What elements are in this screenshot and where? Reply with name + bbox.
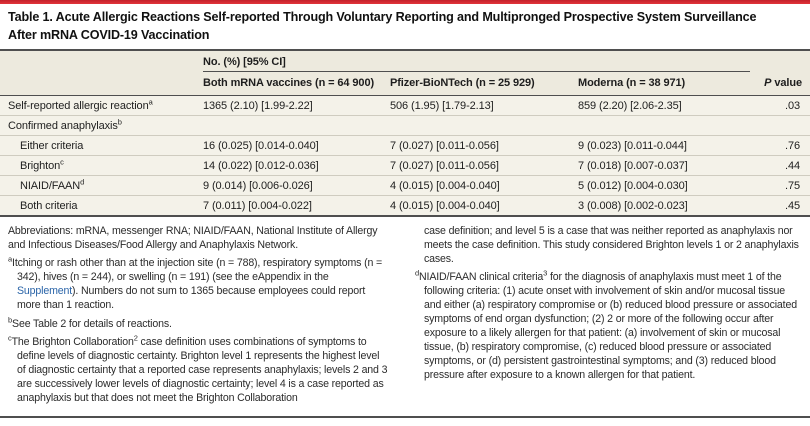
cell-both: 1365 (2.10) [1.99-2.22] [203,99,313,112]
footnote-marker: a [148,97,153,107]
cell-both: 16 (0.025) [0.014-0.040] [203,139,319,152]
cell-moderna: 7 (0.018) [0.007-0.037] [578,159,688,172]
cell-pfizer: 506 (1.95) [1.79-2.13] [390,99,494,112]
cell-pvalue: .75 [785,179,800,192]
row-label: Both criteria [20,199,78,212]
reference-2-superscript: 2 [133,333,138,343]
cell-pvalue: .44 [785,159,800,172]
table-title-line1: Table 1. Acute Allergic Reactions Self-r… [8,10,757,24]
col-header-moderna: Moderna (n = 38 971) [578,77,686,90]
table-row: Either criteria 16 (0.025) [0.014-0.040]… [0,135,810,155]
table-row: Brightonc 14 (0.022) [0.012-0.036] 7 (0.… [0,155,810,175]
spanner-label: No. (%) [95% CI] [203,56,750,72]
bottom-margin [0,418,810,426]
row-label: NIAID/FAANd [20,177,85,192]
footnote-marker: d [80,177,85,187]
p-italic: P [764,77,772,90]
footnote-abbreviations: Abbreviations: mRNA, messenger RNA; NIAI… [8,224,378,251]
footnote-c: cThe Brighton Collaboration2 case defini… [8,333,388,405]
table-body: Self-reported allergic reactiona 1365 (2… [0,96,810,216]
cell-moderna: 859 (2.20) [2.06-2.35] [578,99,682,112]
footnote-marker: c [60,157,64,167]
row-label: Either criteria [20,139,84,152]
cell-pfizer: 7 (0.027) [0.011-0.056] [390,139,499,152]
bottom-rule [0,416,810,418]
footnotes-left-column: Abbreviations: mRNA, messenger RNA; NIAI… [8,224,389,416]
row-label: Self-reported allergic reactiona [8,97,153,112]
row-label: Confirmed anaphylaxisb [8,117,122,132]
header-body-rule [0,94,810,97]
footnote-d: dNIAID/FAAN clinical criteria3 for the d… [415,268,797,382]
footnote-c-continued: case definition; and level 5 is a case t… [424,224,799,265]
cell-pfizer: 4 (0.015) [0.004-0.040] [390,199,500,212]
footnotes-right-column: case definition; and level 5 is a case t… [415,224,802,416]
cell-pvalue: .76 [785,139,800,152]
cell-pvalue: .45 [785,199,800,212]
col-header-pvalue: P value [735,77,810,89]
table-row: Both criteria 7 (0.011) [0.004-0.022] 4 … [0,195,810,215]
footnote-c-marker: c [8,333,12,343]
p-rest: value [771,77,802,90]
body-footnotes-rule [0,215,810,217]
col-header-pfizer: Pfizer-BioNTech (n = 25 929) [390,77,535,90]
spanner-row: No. (%) [95% CI] [0,51,810,72]
supplement-link[interactable]: Supplement [17,285,73,298]
row-label: Brightonc [20,157,64,172]
table-row: NIAID/FAANd 9 (0.014) [0.006-0.026] 4 (0… [0,175,810,195]
cell-both: 14 (0.022) [0.012-0.036] [203,159,319,172]
footnote-d-marker: d [415,268,420,278]
footnote-a: aItching or rash other than at the injec… [8,254,383,312]
col-header-both-vaccines: Both mRNA vaccines (n = 64 900) [203,77,375,90]
cell-both: 9 (0.014) [0.006-0.026] [203,179,313,192]
top-accent-rule [0,0,810,4]
cell-moderna: 3 (0.008) [0.002-0.023] [578,199,688,212]
title-divider-rule [0,48,810,51]
footnote-b-marker: b [8,315,13,325]
cell-both: 7 (0.011) [0.004-0.022] [203,199,312,212]
table-title: Table 1. Acute Allergic Reactions Self-r… [0,4,810,49]
table-title-line2: After mRNA COVID-19 Vaccination [8,27,210,42]
table-row: Self-reported allergic reactiona 1365 (2… [0,96,810,115]
table-header: No. (%) [95% CI] Both mRNA vaccines (n =… [0,50,810,95]
column-header-row: Both mRNA vaccines (n = 64 900) Pfizer-B… [0,72,810,95]
reference-3-superscript: 3 [543,268,548,278]
footnote-a-marker: a [8,254,13,264]
cell-moderna: 5 (0.012) [0.004-0.030] [578,179,688,192]
cell-pfizer: 4 (0.015) [0.004-0.040] [390,179,500,192]
table-row-section: Confirmed anaphylaxisb [0,115,810,135]
cell-pfizer: 7 (0.027) [0.011-0.056] [390,159,499,172]
footnote-b: bSee Table 2 for details of reactions. [8,315,172,330]
cell-moderna: 9 (0.023) [0.011-0.044] [578,139,687,152]
footnotes: Abbreviations: mRNA, messenger RNA; NIAI… [0,217,810,416]
footnote-marker: b [117,117,122,127]
cell-pvalue: .03 [785,99,800,112]
